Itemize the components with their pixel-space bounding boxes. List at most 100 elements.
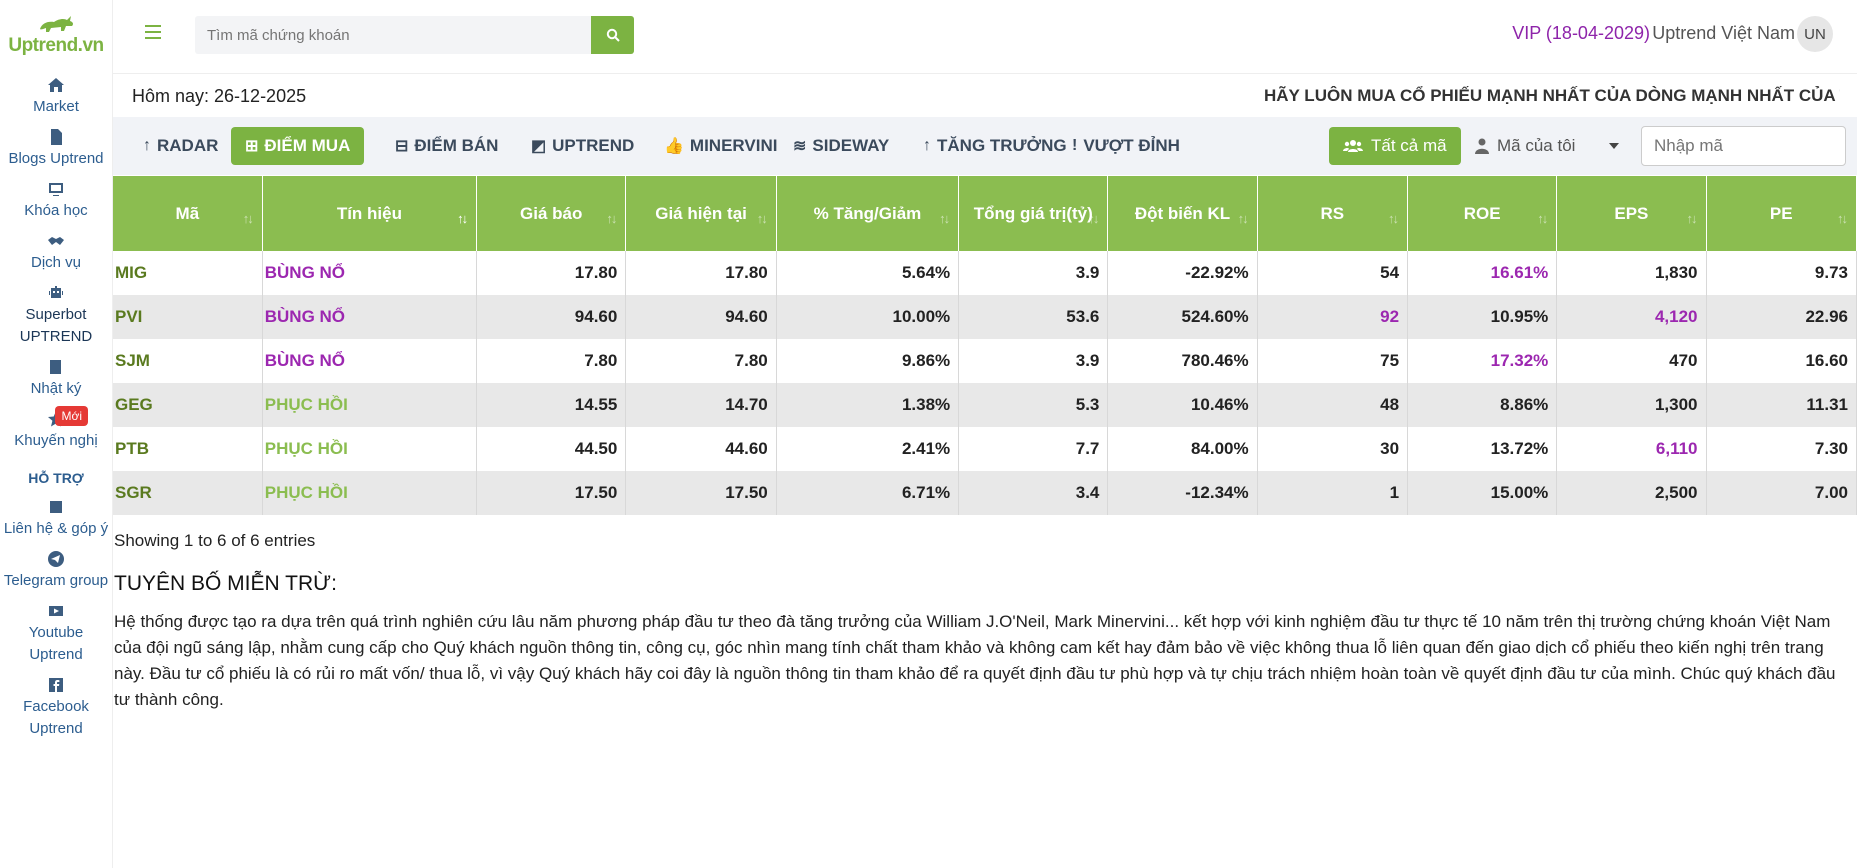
cell-change: 2.41% <box>776 427 960 471</box>
cell-price-now: 14.70 <box>625 383 777 427</box>
sort-icon: ↑↓ <box>606 211 617 226</box>
table-row[interactable]: MIG BÙNG NỔ 17.80 17.80 5.64% 3.9 -22.92% 54 16.… <box>113 251 1857 295</box>
cell-price-now: 7.80 <box>625 339 777 383</box>
sidebar-item-superbot[interactable]: Superbot UPTREND <box>0 278 112 352</box>
column-header-signal[interactable]: Tín hiệu ↑↓ <box>262 176 478 251</box>
table-row[interactable]: SGR PHỤC HỒI 17.50 17.50 6.71% 3.4 -12.34% 1 15.… <box>113 471 1857 515</box>
cell-eps: 2,500 <box>1556 471 1707 515</box>
monitor-icon <box>47 180 65 198</box>
cell-code[interactable]: PTB <box>113 427 263 471</box>
cell-code[interactable]: SJM <box>113 339 263 383</box>
column-header-eps[interactable]: EPS ↑↓ <box>1556 176 1707 251</box>
my-codes-dropdown[interactable]: Mã của tôi <box>1475 127 1575 165</box>
cell-code[interactable]: MIG <box>113 251 263 295</box>
column-header-alert-price[interactable]: Giá báo ↑↓ <box>476 176 627 251</box>
cell-roe: 16.61% <box>1407 251 1558 295</box>
cell-vol-spike: 524.60% <box>1107 295 1258 339</box>
sidebar-item-market[interactable]: Market <box>0 70 112 122</box>
exclamation-icon: ! <box>1072 137 1078 154</box>
cell-rs: 75 <box>1257 339 1409 383</box>
sidebar-item-recommendations[interactable]: Mới Khuyến nghị <box>0 404 112 456</box>
sidebar-item-journal[interactable]: Nhật ký <box>0 352 112 404</box>
cell-value: 5.3 <box>958 383 1109 427</box>
tab-diem-ban[interactable]: ⊟ ĐIỂM BÁN <box>381 127 512 165</box>
tab-label: ĐIỂM MUA <box>264 136 351 155</box>
cell-signal: PHỤC HỒI <box>262 471 478 515</box>
sidebar-item-youtube[interactable]: Youtube Uptrend <box>0 596 112 670</box>
sidebar-item-telegram[interactable]: Telegram group <box>0 544 112 596</box>
column-header-total-value[interactable]: Tổng giá trị(tỷ) ↑↓ <box>958 176 1109 251</box>
new-badge: Mới <box>55 406 88 426</box>
cell-code[interactable]: SGR <box>113 471 263 515</box>
sort-icon: ↑↓ <box>1686 211 1698 226</box>
sidebar-item-label: Market <box>33 98 79 115</box>
cell-roe: 8.86% <box>1407 383 1558 427</box>
column-header-roe[interactable]: ROE ↑↓ <box>1407 176 1558 251</box>
filter-tab-bar: ↑ RADAR ⊞ ĐIỂM MUA ⊟ ĐIỂM BÁN ◩ UPTREND … <box>113 117 1857 175</box>
tab-vuot-dinh[interactable]: ! VƯỢT ĐỈNH <box>1058 127 1194 165</box>
cell-value: 53.6 <box>958 295 1109 339</box>
sidebar-item-services[interactable]: Dịch vụ <box>0 226 112 278</box>
minus-square-icon: ⊟ <box>395 138 409 155</box>
table-info: Showing 1 to 6 of 6 entries <box>114 531 316 550</box>
sidebar-item-facebook[interactable]: Facebook Uptrend <box>0 670 112 744</box>
bull-logo-icon <box>40 16 74 32</box>
avatar[interactable]: UN <box>1797 16 1833 52</box>
sort-icon: ↑↓ <box>1237 211 1249 226</box>
cell-vol-spike: 84.00% <box>1107 427 1258 471</box>
table-row[interactable]: SJM BÙNG NỔ 7.80 7.80 9.86% 3.9 780.46% 75 17.32… <box>113 339 1857 383</box>
arrow-up-icon: ↑ <box>923 137 931 154</box>
table-row[interactable]: GEG PHỤC HỒI 14.55 14.70 1.38% 5.3 10.46% 48 8.8… <box>113 383 1857 427</box>
cell-code[interactable]: PVI <box>113 295 263 339</box>
home-icon <box>47 76 65 94</box>
logo-text: Uptrend.vn <box>8 35 104 56</box>
cell-signal: BÙNG NỔ <box>262 251 478 295</box>
table-row[interactable]: PTB PHỤC HỒI 44.50 44.60 2.41% 7.7 84.00% 30 13.… <box>113 427 1857 471</box>
cell-value: 3.9 <box>958 251 1109 295</box>
top-header: VIP (18-04-2029) Uptrend Việt Nam UN <box>113 0 1857 74</box>
user-name[interactable]: Uptrend Việt Nam <box>1652 23 1795 43</box>
column-header-code[interactable]: Mã ↑↓ <box>113 176 263 251</box>
table-row[interactable]: PVI BÙNG NỔ 94.60 94.60 10.00% 53.6 524.60% 92 1… <box>113 295 1857 339</box>
plus-square-icon: ⊞ <box>245 138 259 155</box>
sidebar-item-label: Superbot UPTREND <box>19 306 93 345</box>
column-header-current-price[interactable]: Giá hiện tại ↑↓ <box>625 176 777 251</box>
tab-tang-truong[interactable]: ↑ TĂNG TRƯỞNG <box>909 127 1081 165</box>
telegram-icon <box>47 550 65 568</box>
sidebar: Uptrend.vn Market Blogs Uptrend Khóa học… <box>0 0 113 868</box>
column-header-change[interactable]: % Tăng/Giảm ↑↓ <box>776 176 960 251</box>
tab-sideway[interactable]: ≋ SIDEWAY <box>779 127 903 165</box>
cell-rs: 54 <box>1257 251 1409 295</box>
sidebar-item-contact[interactable]: Liên hệ & góp ý <box>0 492 112 544</box>
tab-uptrend[interactable]: ◩ UPTREND <box>517 127 648 165</box>
tab-diem-mua[interactable]: ⊞ ĐIỂM MUA <box>231 127 365 165</box>
sidebar-item-blogs[interactable]: Blogs Uptrend <box>0 122 112 174</box>
all-codes-button[interactable]: Tất cả mã <box>1329 127 1461 165</box>
sidebar-item-courses[interactable]: Khóa học <box>0 174 112 226</box>
disclaimer-title: TUYÊN BỐ MIỄN TRỪ: <box>114 572 337 595</box>
column-header-rs[interactable]: RS ↑↓ <box>1257 176 1409 251</box>
column-header-pe[interactable]: PE ↑↓ <box>1706 176 1857 251</box>
disclaimer-body: Hệ thống được tạo ra dựa trên quá trình … <box>114 612 1836 709</box>
search-input[interactable] <box>195 16 595 54</box>
cell-pe: 7.00 <box>1706 471 1857 515</box>
cell-code[interactable]: GEG <box>113 383 263 427</box>
menu-toggle-icon[interactable] <box>145 25 161 39</box>
code-input[interactable] <box>1641 126 1846 166</box>
sort-icon: ↑↓ <box>1388 211 1399 226</box>
handshake-icon <box>47 232 65 250</box>
logo[interactable]: Uptrend.vn <box>0 0 112 70</box>
sidebar-item-label: Khóa học <box>24 202 88 219</box>
cell-signal: PHỤC HỒI <box>262 427 478 471</box>
column-header-volume-spike[interactable]: Đột biến KL ↑↓ <box>1107 176 1258 251</box>
robot-icon <box>47 284 65 302</box>
search-button[interactable] <box>591 16 634 54</box>
sort-icon: ↑↓ <box>242 211 254 226</box>
tab-label: RADAR <box>157 136 219 155</box>
cell-pe: 9.73 <box>1706 251 1857 295</box>
chevron-down-icon[interactable] <box>1609 143 1619 149</box>
cell-value: 3.4 <box>958 471 1109 515</box>
cell-change: 10.00% <box>776 295 960 339</box>
tab-radar[interactable]: ↑ RADAR <box>129 127 232 165</box>
tab-minervini[interactable]: 👍 MINERVINI <box>650 127 791 165</box>
